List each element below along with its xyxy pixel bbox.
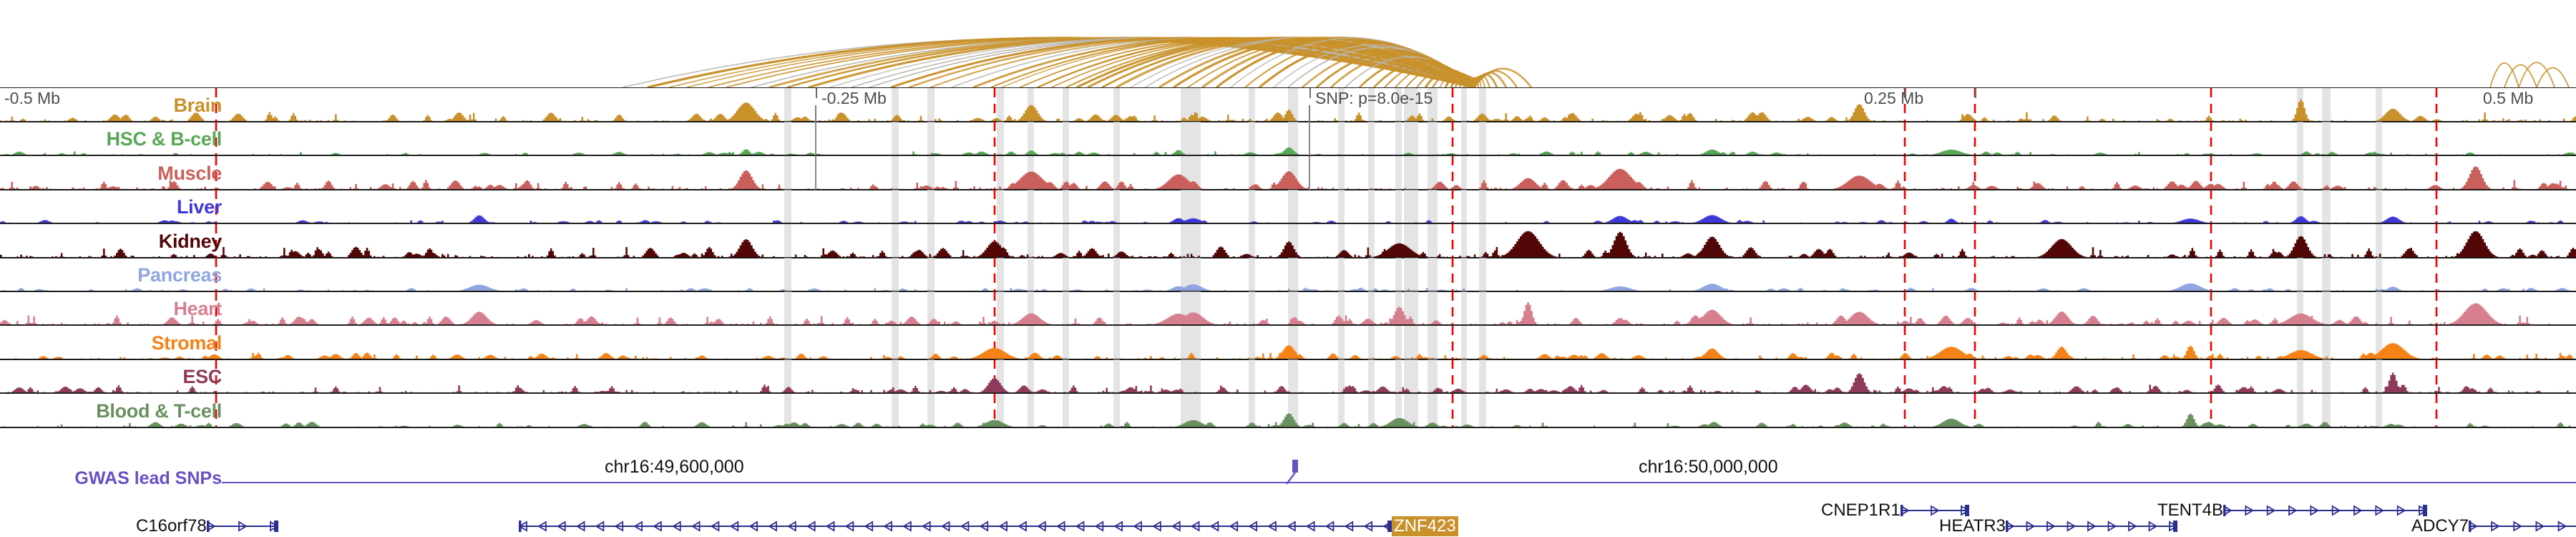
signal-track-hsc-b-cell: HSC & B-cell [0,121,2576,157]
gene-name-label: TENT4B [2157,500,2224,520]
gene-name-label: HEATR3 [1939,516,2006,536]
track-label-liver: Liver [176,196,222,218]
track-label-hsc-b-cell: HSC & B-cell [106,128,223,150]
signal-track-brain: Brain -0.5 Mb -0.25 Mb SNP: p=8.0e-15 0.25 M… [0,87,2576,122]
gene-body-arrows [2223,504,2428,516]
track-signal-profile [0,393,2576,427]
track-signal-profile [0,88,2576,122]
track-signal-profile [0,155,2576,190]
gene-body-arrows [519,520,1392,532]
gene-cnep1r1[interactable]: CNEP1R1 [1821,500,1969,521]
track-signal-profile [0,122,2576,156]
chromatin-interaction-arcs [0,0,2576,87]
track-label-kidney: Kidney [158,230,223,252]
gene-heatr3[interactable]: HEATR3 [1939,516,2177,536]
gene-adcy7[interactable]: ADCY7 [2411,516,2576,536]
track-label-stromal: Stromal [151,332,223,354]
signal-track-stack: Brain -0.5 Mb -0.25 Mb SNP: p=8.0e-15 0.25 M… [0,87,2576,460]
genomic-coordinate-label: chr16:50,000,000 [1639,457,1778,477]
gwas-lead-snps-label: GWAS lead SNPs [74,468,222,488]
track-label-muscle: Muscle [157,162,222,184]
track-signal-profile [0,258,2576,292]
gene-name-label: ZNF423 [1392,516,1458,536]
genomic-coordinate-label: chr16:49,600,000 [605,457,744,477]
gene-annotation-track: C16orf78 ZNF423 CNEP1R1 HEATR3 TENT4B ADCY7 [0,497,2576,537]
gene-c16orf78[interactable]: C16orf78 [136,516,278,536]
track-signal-profile [0,291,2576,326]
signal-track-pancreas: Pancreas [0,257,2576,293]
track-label-heart: Heart [173,298,222,320]
gene-name-label: ADCY7 [2411,516,2469,536]
track-signal-profile [0,223,2576,258]
track-label-esc: ESC [182,366,222,388]
track-label-pancreas: Pancreas [137,264,222,286]
track-signal-profile [0,190,2576,224]
gwas-snp-marks [1286,460,1298,485]
gene-tent4b[interactable]: TENT4B [2157,500,2428,521]
gene-znf423[interactable]: ZNF423 [519,516,1458,536]
signal-track-muscle: Muscle [0,155,2576,190]
gene-body-arrows [2005,520,2177,532]
gwas-axis-line [222,482,2576,484]
signal-track-liver: Liver [0,189,2576,225]
signal-track-stromal: Stromal [0,324,2576,360]
track-label-blood-t-cell: Blood & T-cell [96,400,222,422]
signal-track-heart: Heart [0,291,2576,326]
gene-name-label: CNEP1R1 [1821,500,1901,520]
track-signal-profile [0,325,2576,359]
gene-body-arrows [2469,520,2576,532]
gene-body-arrows [1900,504,1969,516]
signal-track-blood-t-cell: Blood & T-cell [0,392,2576,428]
track-label-brain: Brain [173,95,222,116]
signal-track-kidney: Kidney [0,223,2576,258]
gene-body-arrows [206,520,278,532]
signal-track-esc: ESC [0,359,2576,395]
track-signal-profile [0,359,2576,394]
gene-name-label: C16orf78 [136,516,207,536]
gwas-lead-snps-row: GWAS lead SNPs chr16:49,600,000 chr16:50,… [0,457,2576,497]
